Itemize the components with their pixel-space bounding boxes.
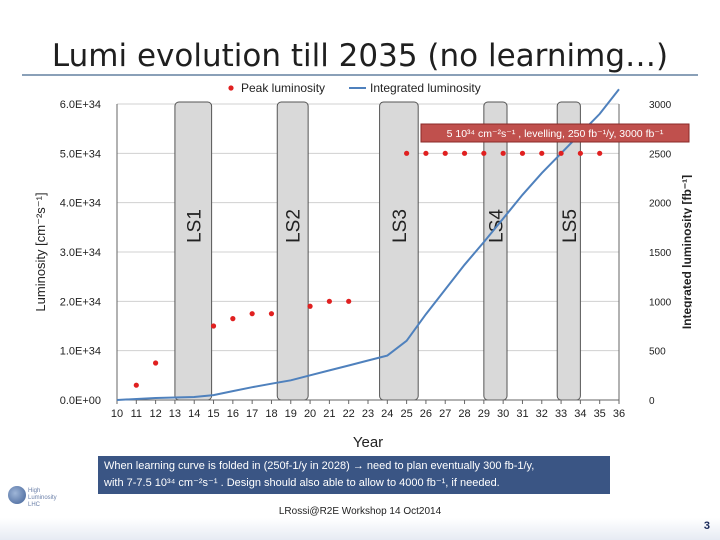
shutdown-label: LS2: [284, 209, 305, 243]
peak-luminosity-point: [558, 150, 564, 156]
x-tick-label: 18: [265, 408, 277, 420]
y2-tick-label: 1000: [649, 297, 672, 308]
x-tick-label: 15: [207, 408, 219, 420]
annotation-text: 5 10³⁴ cm⁻²s⁻¹ , levelling, 250 fb⁻¹/y, …: [447, 128, 664, 140]
luminosity-chart: LS1 LS2 LS3 LS4 LS5 0.0E+00 01.0E+34 5002.0E+3…: [33, 81, 694, 451]
peak-luminosity-point: [326, 298, 332, 304]
shutdown-band: [483, 101, 508, 401]
x-tick-label: 14: [188, 408, 200, 420]
x-tick-label: 31: [516, 408, 528, 420]
y-axis-title: Luminosity [cm⁻²s⁻¹]: [33, 192, 48, 311]
y-tick-label: 6.0E+34: [60, 99, 101, 111]
y-tick-label: 1.0E+34: [60, 346, 101, 358]
legend-integrated-label: Integrated luminosity: [370, 81, 481, 95]
x-tick-label: 33: [555, 408, 567, 420]
y-tick-label: 5.0E+34: [60, 148, 101, 160]
shutdown-label: LS1: [184, 209, 205, 243]
shutdown-band: [174, 101, 213, 401]
series-layer: [116, 88, 620, 401]
y2-tick-label: 3000: [649, 100, 672, 111]
peak-luminosity-point: [153, 360, 159, 366]
peak-luminosity-point: [133, 382, 139, 388]
legend-peak-marker: [228, 85, 234, 91]
axis-labels: 0.0E+00 0 1.0E+34 500 2.0E+34 1000 3.0E+34 1500…: [33, 99, 694, 451]
x-tick-label: 10: [111, 408, 123, 420]
note-line-2: with 7-7.5 10³⁴ cm⁻²s⁻¹ . Design should …: [104, 477, 500, 489]
y2-tick-label: 1500: [649, 248, 672, 259]
y2-axis-title: Integrated luminosity [fb⁻¹]: [680, 175, 692, 329]
chart-frame: LS1 LS2 LS3 LS4 LS5 0.0E+00 0 1.0E+34 500 2.0E+3…: [29, 76, 694, 456]
y2-tick-label: 2500: [649, 149, 672, 160]
x-tick-label: 16: [227, 408, 239, 420]
peak-luminosity-point: [481, 150, 487, 156]
x-tick-label: 21: [323, 408, 335, 420]
shutdown-band: [276, 101, 309, 401]
peak-luminosity-point: [307, 303, 313, 309]
x-tick-label: 36: [613, 408, 625, 420]
note-line-1: When learning curve is folded in (250f-1…: [104, 460, 535, 472]
y-tick-label: 2.0E+34: [60, 296, 101, 308]
y-tick-label: 0.0E+00: [60, 395, 101, 407]
slide-title: Lumi evolution till 2035 (no learnimg…): [51, 38, 669, 74]
logo-text-line-2: Luminosity: [28, 495, 57, 501]
x-tick-label: 22: [343, 408, 355, 420]
x-tick-label: 30: [497, 408, 509, 420]
page-number: 3: [703, 520, 710, 532]
peak-luminosity-point: [577, 150, 583, 156]
x-tick-label: 32: [536, 408, 548, 420]
shutdown-label: LS3: [390, 209, 411, 243]
x-tick-label: 12: [149, 408, 161, 420]
peak-luminosity-point: [519, 150, 526, 156]
learning-curve-note: When learning curve is folded in (250f-1…: [98, 456, 610, 494]
y2-tick-label: 2000: [649, 199, 672, 210]
x-tick-label: 34: [574, 408, 586, 420]
chart-legend: Peak luminosity Integrated luminosity: [228, 81, 481, 95]
x-tick-label: 29: [478, 408, 490, 420]
annotation-layer: 5 10³⁴ cm⁻²s⁻¹ , levelling, 250 fb⁻¹/y, …: [420, 123, 690, 143]
x-tick-label: 23: [362, 408, 374, 420]
integrated-luminosity-line: [116, 88, 620, 401]
x-tick-label: 25: [400, 408, 412, 420]
logo-text-line-3: LHC: [28, 502, 41, 508]
y2-tick-label: 500: [649, 347, 666, 358]
footer-credit: LRossi@R2E Workshop 14 Oct2014: [278, 506, 442, 517]
title-divider: [22, 74, 698, 76]
x-tick-label: 35: [594, 408, 606, 420]
x-tick-label: 27: [439, 408, 451, 420]
peak-luminosity-point: [423, 150, 429, 156]
peak-luminosity-point: [500, 150, 506, 156]
x-tick-label: 17: [246, 408, 258, 420]
logo-text-line-1: High: [28, 488, 41, 494]
x-tick-label: 13: [169, 408, 181, 420]
hl-lhc-logo-icon: [8, 486, 26, 504]
y-tick-label: 3.0E+34: [60, 247, 101, 259]
shutdown-label: LS5: [560, 209, 581, 243]
peak-luminosity-point: [461, 150, 468, 156]
peak-luminosity-point: [346, 298, 352, 304]
x-axis-title: Year: [353, 434, 383, 451]
x-tick-label: 20: [304, 408, 316, 420]
legend-peak-label: Peak luminosity: [241, 81, 325, 95]
peak-luminosity-point: [539, 150, 545, 156]
peak-luminosity-point: [210, 323, 217, 329]
x-tick-label: 26: [420, 408, 432, 420]
shutdown-bands: LS1 LS2 LS3 LS4 LS5: [174, 101, 581, 401]
peak-luminosity-point: [268, 311, 275, 317]
peak-luminosity-point: [404, 150, 410, 156]
hl-lhc-logo-text: High Luminosity LHC: [28, 488, 57, 509]
y-tick-label: 4.0E+34: [60, 198, 101, 210]
x-tick-label: 19: [285, 408, 297, 420]
peak-luminosity-point: [249, 311, 255, 317]
peak-luminosity-point: [597, 150, 603, 156]
peak-luminosity-point: [442, 150, 448, 156]
x-tick-label: 24: [381, 408, 393, 420]
x-tick-label: 28: [458, 408, 470, 420]
peak-luminosity-point: [230, 316, 236, 322]
annotation-box: [420, 123, 690, 143]
x-tick-label: 11: [131, 408, 142, 420]
y2-tick-label: 0: [649, 396, 655, 407]
axes: [116, 104, 620, 404]
slide-bottom-band: [0, 518, 720, 540]
